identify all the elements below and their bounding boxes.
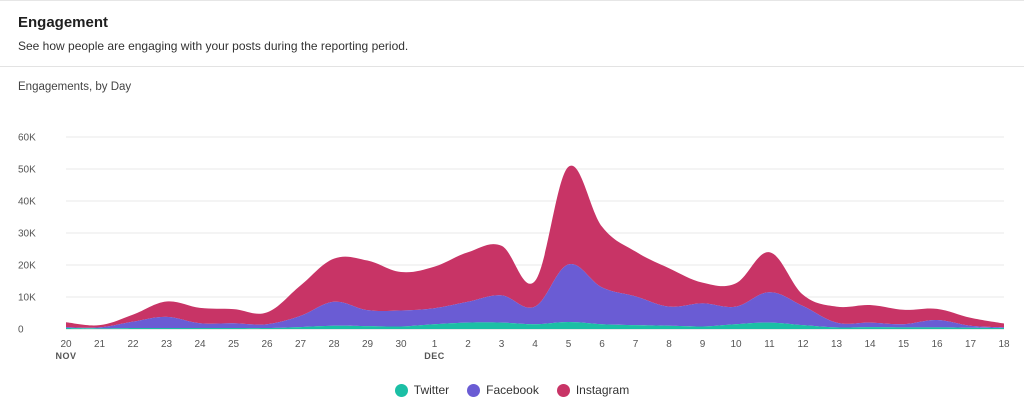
x-tick-label: 29 [362, 339, 374, 350]
x-tick-label: 6 [599, 339, 605, 350]
x-tick-label: 15 [898, 339, 910, 350]
header-divider [0, 66, 1024, 67]
series-area-facebook [66, 263, 1004, 329]
legend-item-facebook[interactable]: Facebook [467, 383, 539, 397]
x-tick-label: 28 [328, 339, 340, 350]
legend-swatch [467, 383, 481, 397]
card-subtitle: See how people are engaging with your po… [18, 39, 409, 53]
legend-swatch [394, 383, 408, 397]
x-tick-label: 26 [261, 339, 273, 350]
x-tick-label: 7 [633, 339, 639, 350]
top-border [0, 0, 1024, 1]
x-tick-label: 12 [797, 339, 809, 350]
x-tick-label: 13 [831, 339, 843, 350]
month-label: NOV [55, 351, 76, 361]
x-tick-label: 18 [998, 339, 1010, 350]
x-tick-label: 11 [764, 339, 775, 350]
legend-label: Instagram [575, 383, 630, 397]
y-tick-label: 0 [18, 325, 24, 336]
chart-legend: Twitter Facebook Instagram [0, 383, 1024, 397]
x-tick-label: 25 [228, 339, 240, 350]
y-tick-label: 50K [18, 165, 36, 176]
x-tick-label: 22 [127, 339, 139, 350]
legend-swatch [556, 383, 570, 397]
x-tick-label: 17 [965, 339, 977, 350]
x-tick-label: 24 [194, 339, 206, 350]
x-tick-label: 20 [60, 339, 72, 350]
x-tick-label: 23 [161, 339, 173, 350]
x-tick-label: 5 [566, 339, 572, 350]
legend-item-twitter[interactable]: Twitter [394, 383, 450, 397]
month-label: DEC [424, 351, 445, 361]
x-tick-label: 1 [432, 339, 438, 350]
x-tick-label: 14 [864, 339, 876, 350]
y-tick-label: 20K [18, 261, 36, 272]
card-header: Engagement See how people are engaging w… [18, 14, 408, 53]
x-tick-label: 2 [465, 339, 471, 350]
legend-label: Facebook [486, 383, 539, 397]
x-tick-label: 16 [931, 339, 943, 350]
y-tick-label: 30K [18, 229, 36, 240]
series-area-twitter [66, 321, 1004, 329]
legend-label: Twitter [413, 383, 450, 397]
y-tick-label: 10K [18, 293, 36, 304]
x-tick-label: 21 [94, 339, 106, 350]
legend-item-instagram[interactable]: Instagram [556, 383, 630, 397]
series-area-instagram [66, 165, 1004, 328]
x-tick-label: 3 [499, 339, 505, 350]
x-tick-label: 8 [666, 339, 672, 350]
y-tick-label: 60K [18, 133, 36, 144]
y-tick-label: 40K [18, 197, 36, 208]
x-tick-label: 27 [295, 339, 307, 350]
x-tick-label: 9 [700, 339, 706, 350]
x-tick-label: 4 [532, 339, 538, 350]
x-tick-label: 10 [730, 339, 742, 350]
chart-heading: Engagements, by Day [18, 81, 132, 93]
card-title: Engagement [18, 14, 109, 31]
x-tick-label: 30 [395, 339, 407, 350]
